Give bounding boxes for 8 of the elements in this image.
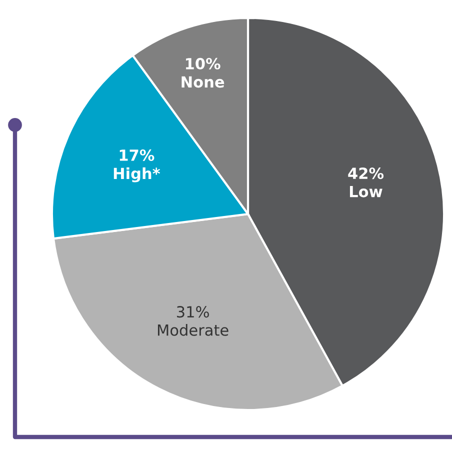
data-label: 10% bbox=[186, 58, 220, 70]
data-label: 42% bbox=[348, 168, 384, 180]
data-label: 31% bbox=[176, 306, 209, 318]
data-label: 17% bbox=[120, 149, 154, 161]
slice-label: Moderate bbox=[158, 324, 228, 336]
slice-label: High* bbox=[114, 167, 160, 182]
slice-label: None bbox=[182, 76, 224, 88]
slice-label: Low bbox=[350, 186, 382, 198]
